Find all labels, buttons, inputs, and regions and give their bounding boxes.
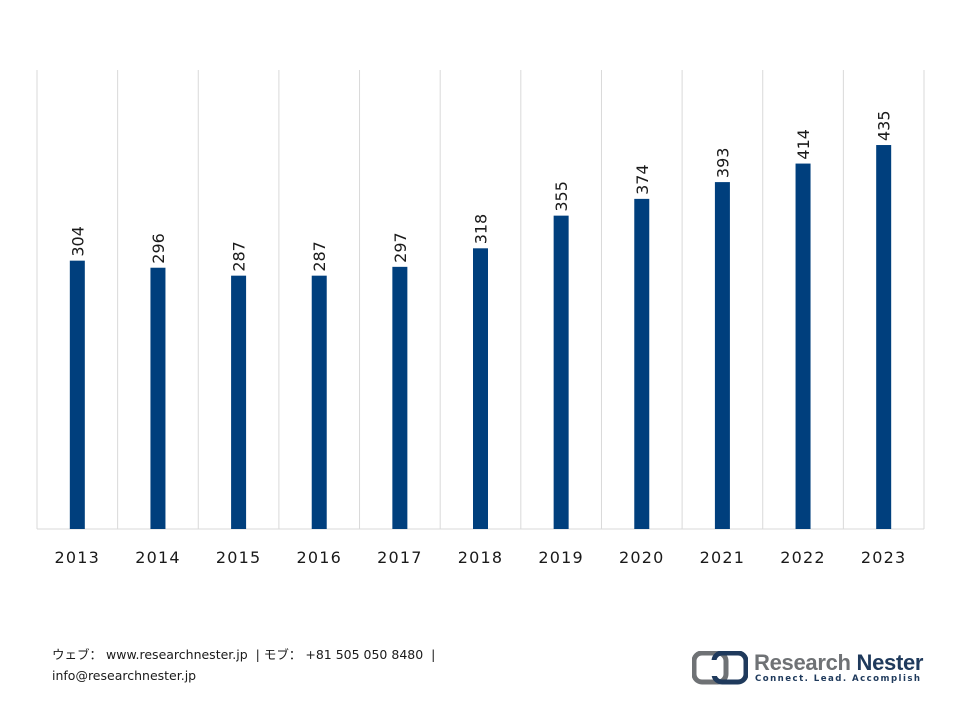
data-label-2014: 296 [149, 233, 168, 264]
data-label-2019: 355 [552, 181, 571, 212]
bar-2022 [795, 163, 811, 530]
brand-name-part2: Nester [856, 650, 924, 675]
bar-2016 [311, 275, 327, 529]
bar-2021 [714, 182, 730, 529]
x-tick-label-2015: 2015 [216, 548, 262, 567]
x-tick-label-2020: 2020 [619, 548, 665, 567]
phone-number: +81 505 050 8480 [305, 647, 424, 662]
bar-2014 [150, 267, 166, 529]
email-address[interactable]: info@researchnester.jp [52, 668, 197, 683]
x-tick-label-2019: 2019 [538, 548, 584, 567]
x-tick-label-2017: 2017 [377, 548, 423, 567]
x-tick-label-2022: 2022 [780, 548, 826, 567]
footer-contact: ウェブ： www.researchnester.jp | モブ： +81 505… [52, 644, 512, 686]
research-nester-logo: Research Nester Connect. Lead. Accomplis… [692, 650, 932, 690]
data-label-2020: 374 [633, 164, 652, 195]
x-tick-label-2014: 2014 [135, 548, 181, 567]
research-nester-logo-icon [692, 651, 748, 685]
x-tick-label-2016: 2016 [296, 548, 342, 567]
bar-2020 [634, 198, 650, 529]
bar-2019 [553, 215, 569, 529]
data-label-2016: 287 [310, 241, 329, 272]
data-label-2023: 435 [875, 110, 894, 141]
web-url[interactable]: www.researchnester.jp [106, 647, 248, 662]
brand-name-part1: Research [754, 650, 851, 675]
separator: | [255, 647, 260, 662]
x-tick-label-2013: 2013 [55, 548, 101, 567]
separator: | [431, 647, 436, 662]
footer-line-1: ウェブ： www.researchnester.jp | モブ： +81 505… [52, 644, 512, 665]
data-label-2015: 287 [230, 241, 249, 272]
bar-2023 [876, 145, 892, 529]
bar-2018 [473, 248, 488, 530]
bars [69, 145, 892, 530]
brand-tagline: Connect. Lead. Accomplish [755, 674, 922, 684]
bar-2015 [231, 275, 247, 529]
x-tick-labels: 2013 2014 2015 2016 2017 2018 2019 2020 2021 2022… [55, 548, 907, 567]
footer-line-2: info@researchnester.jp [52, 665, 512, 686]
x-tick-label-2023: 2023 [861, 548, 907, 567]
data-label-2017: 297 [391, 232, 410, 263]
bar-2017 [392, 266, 408, 529]
web-label: ウェブ： [52, 647, 103, 662]
data-label-2022: 414 [794, 129, 813, 160]
x-tick-label-2021: 2021 [700, 548, 746, 567]
data-label-2018: 318 [472, 214, 491, 245]
data-labels: 304 296 287 287 297 318 355 374 393 414 435 [68, 110, 893, 271]
phone-label: モブ： [263, 647, 302, 662]
bar-2013 [69, 260, 85, 529]
brand-name: Research Nester [754, 650, 923, 676]
data-label-2021: 393 [713, 148, 732, 179]
x-tick-label-2018: 2018 [458, 548, 504, 567]
data-label-2013: 304 [68, 226, 87, 257]
